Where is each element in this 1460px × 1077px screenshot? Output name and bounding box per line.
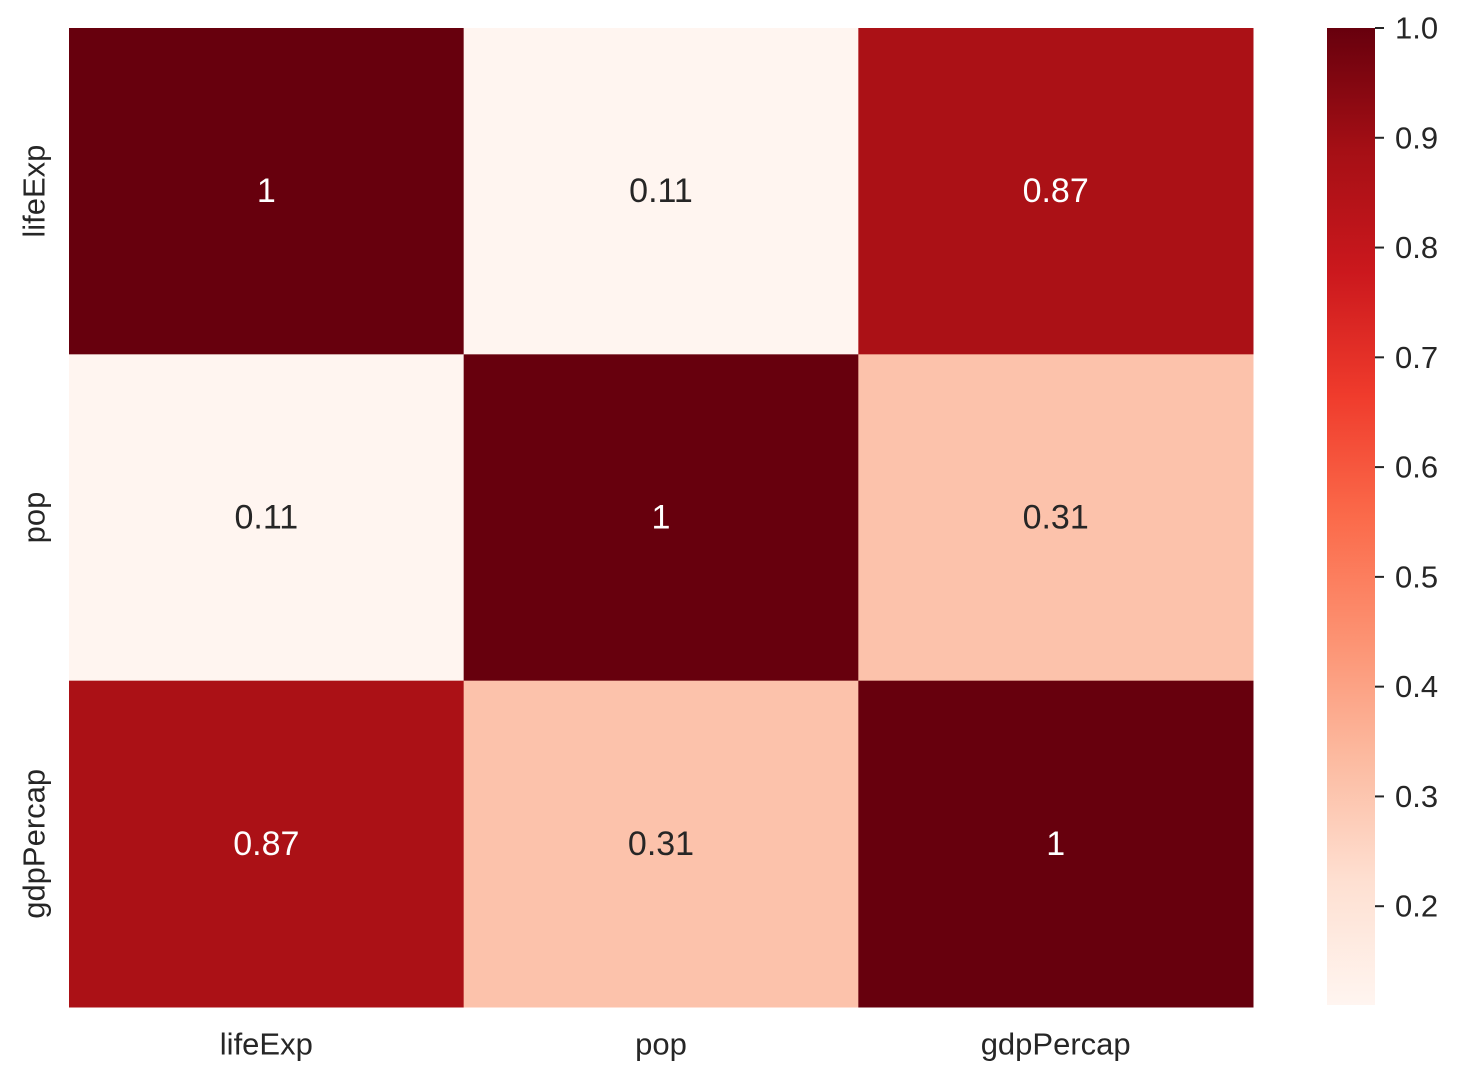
cell-value-label: 0.11 (235, 499, 299, 537)
heatmap-cell (858, 28, 1254, 355)
cell-value-label: 0.87 (233, 825, 299, 863)
heatmap-cell (858, 680, 1254, 1008)
x-axis-tick-labels: lifeExp pop gdpPercap (220, 1027, 1131, 1062)
colorbar-tick-label: 0.8 (1395, 230, 1438, 265)
colorbar-tick-label: 0.2 (1395, 889, 1438, 924)
colorbar-tick-label: 0.5 (1395, 559, 1438, 594)
heatmap-cell (69, 680, 465, 1008)
x-tick-label: pop (635, 1027, 687, 1062)
heatmap-cell (69, 354, 465, 682)
cell-value-label: 1 (1046, 825, 1065, 863)
colorbar-tick-label: 0.9 (1395, 120, 1438, 155)
colorbar-gradient (1327, 28, 1375, 1005)
colorbar-tick-label: 0.3 (1395, 779, 1438, 814)
x-tick-label: gdpPercap (981, 1027, 1131, 1062)
heatmap-cell (858, 354, 1254, 682)
y-tick-label: gdpPercap (17, 769, 52, 919)
heatmap-cell (463, 354, 859, 682)
colorbar-tick-label: 0.4 (1395, 669, 1438, 704)
cell-value-label: 1 (257, 172, 276, 210)
colorbar-tick-label: 0.6 (1395, 450, 1438, 485)
cell-value-label: 1 (652, 499, 671, 537)
cell-value-label: 0.87 (1023, 172, 1089, 210)
heatmap-cells: 1 0.11 0.87 0.11 1 0.31 0.87 0.31 1 (69, 28, 1254, 1008)
y-axis-tick-labels: lifeExp pop gdpPercap (17, 145, 52, 919)
y-tick-label: pop (17, 492, 52, 544)
cell-value-label: 0.31 (628, 825, 694, 863)
cell-value-label: 0.11 (629, 172, 693, 210)
y-tick-label: lifeExp (17, 145, 52, 238)
heatmap-cell (463, 680, 859, 1008)
x-tick-label: lifeExp (220, 1027, 313, 1062)
heatmap-cell (69, 28, 465, 355)
colorbar-tick-label: 1.0 (1395, 11, 1438, 46)
heatmap-cell (463, 28, 859, 355)
colorbar-tick-label: 0.7 (1395, 340, 1438, 375)
colorbar: 0.2 0.3 0.4 0.5 0.6 0.7 0.8 0.9 1.0 (1327, 11, 1438, 1005)
cell-value-label: 0.31 (1023, 499, 1089, 537)
